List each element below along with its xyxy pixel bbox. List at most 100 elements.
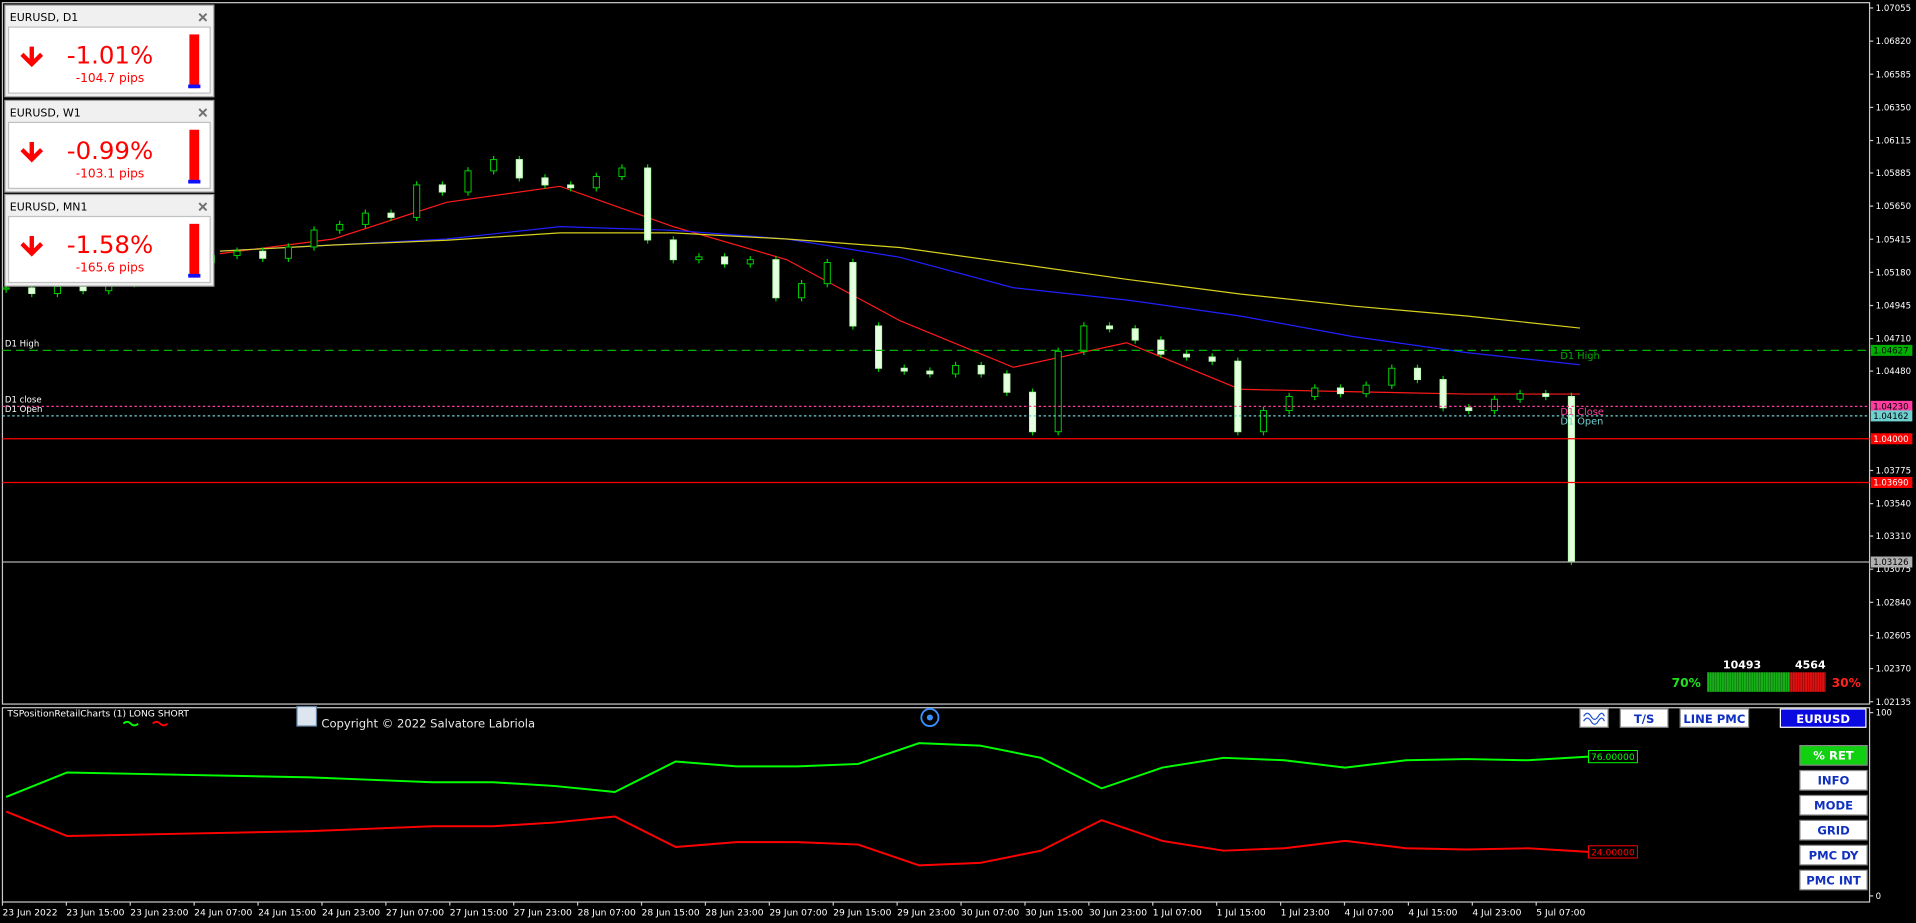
price-level-box [1870, 556, 1913, 568]
side-button[interactable] [1799, 819, 1868, 841]
top-button-label[interactable]: EURUSD [1796, 712, 1850, 726]
sentiment-long-count: 10493 [1723, 659, 1761, 672]
indicator-line [5, 742, 1589, 798]
time-label: 24 Jun 15:00 [258, 907, 316, 918]
candle-body [900, 367, 908, 372]
side-button[interactable] [1799, 769, 1868, 791]
price-tick-label: 1.03540 [1876, 500, 1911, 510]
time-label: 1 Jul 07:00 [1153, 907, 1202, 918]
side-button[interactable] [1799, 869, 1868, 891]
indicator-panel: 0 100 76.00000 24.00000 TSPositionRetailChar… [5, 705, 1892, 902]
candle-body [1054, 350, 1062, 433]
widget-body [7, 121, 211, 190]
candle-body [823, 262, 831, 285]
sentiment-long-bar [1707, 672, 1790, 692]
moving-average [219, 226, 1581, 366]
indicator-line [5, 810, 1589, 867]
candle-body [875, 325, 883, 369]
level-right-label: D1 Close [1560, 407, 1603, 418]
candle-body [361, 212, 369, 225]
top-button-label[interactable]: LINE PMC [1683, 712, 1745, 726]
price-tick-label: 1.02370 [1876, 665, 1911, 675]
price-level-label: 1.04162 [1873, 412, 1908, 422]
copyright-icon [296, 705, 318, 727]
side-button-label[interactable]: PMC DY [1809, 848, 1859, 862]
time-label: 4 Jul 07:00 [1344, 907, 1393, 918]
level-left-label: D1 High [5, 340, 39, 350]
candle-body [1131, 328, 1139, 341]
top-button[interactable] [1779, 708, 1867, 728]
side-button-label[interactable]: GRID [1817, 823, 1850, 837]
side-button-label[interactable]: % RET [1813, 749, 1853, 763]
top-button[interactable] [1679, 708, 1750, 728]
candle-body [387, 212, 395, 218]
candle-body [541, 177, 549, 186]
time-label: 30 Jun 23:00 [1089, 907, 1147, 918]
indicator-tick-label: 100 [1876, 709, 1892, 719]
price-tick-label: 1.03775 [1876, 467, 1911, 477]
candle-body [1362, 384, 1370, 395]
time-label: 28 Jun 23:00 [705, 907, 763, 918]
indicator-tick-label: 0 [1876, 892, 1881, 902]
widget-title: EURUSD, MN1 [10, 200, 88, 213]
time-label: 30 Jun 15:00 [1025, 907, 1083, 918]
side-button[interactable] [1799, 744, 1868, 766]
level-right-label: D1 High [1560, 351, 1599, 362]
candle-body [490, 159, 498, 172]
time-label: 23 Jun 23:00 [130, 907, 188, 918]
sentiment-short-pct: 30% [1832, 676, 1861, 690]
candle-body [849, 262, 857, 327]
top-button[interactable] [1619, 708, 1669, 728]
sentiment-short-bar [1789, 672, 1826, 692]
side-button-label[interactable]: MODE [1814, 799, 1853, 813]
widget-gauge [189, 34, 200, 89]
price-tick-label: 1.04480 [1876, 367, 1911, 377]
candle-body [28, 287, 36, 295]
price-tick-label: 1.05415 [1876, 235, 1911, 245]
price-tick-label: 1.06350 [1876, 103, 1911, 113]
side-button[interactable] [1799, 844, 1868, 866]
price-tick-label: 1.06585 [1876, 70, 1911, 80]
top-button-label[interactable]: T/S [1634, 712, 1655, 726]
widget-close[interactable] [198, 12, 208, 22]
widget-gauge [189, 223, 200, 278]
candle-body [284, 246, 292, 259]
candle-body [977, 364, 985, 375]
price-tick-label: 1.02605 [1876, 632, 1911, 642]
price-level-box [1870, 344, 1913, 356]
candle-body [336, 223, 344, 231]
side-button-label[interactable]: INFO [1818, 774, 1850, 788]
price-tick-label: 1.05885 [1876, 169, 1911, 179]
widget-gauge-base [188, 179, 201, 184]
time-label: 23 Jun 15:00 [66, 907, 124, 918]
candle-body [515, 159, 523, 179]
widget-title: EURUSD, D1 [10, 11, 79, 24]
side-button[interactable] [1799, 794, 1868, 816]
long-legend [122, 720, 139, 727]
time-label: 24 Jun 07:00 [194, 907, 252, 918]
time-label: 28 Jun 15:00 [642, 907, 700, 918]
time-label: 1 Jul 23:00 [1281, 907, 1330, 918]
price-tick-label: 1.04710 [1876, 335, 1911, 345]
widget-close[interactable] [198, 202, 208, 212]
candle-body [618, 167, 626, 177]
candle-body [592, 175, 600, 189]
candle-body [746, 259, 754, 265]
chart-mode-icon [1583, 712, 1605, 725]
price-tick-label: 1.02135 [1876, 698, 1911, 708]
widget-change: -0.99% [67, 136, 153, 165]
moving-average [219, 232, 1581, 329]
widget-close[interactable] [198, 108, 208, 117]
candle-body [259, 250, 267, 259]
candle-body [1028, 391, 1037, 433]
price-tick-label: 1.06820 [1876, 37, 1911, 47]
indicator-value-box [1588, 749, 1638, 764]
candle-body [695, 256, 703, 261]
time-label: 4 Jul 15:00 [1408, 907, 1457, 918]
candle-body [1157, 339, 1165, 355]
candle-body [1439, 379, 1447, 409]
candle-body [1336, 387, 1345, 395]
time-label: 5 Jul 07:00 [1536, 907, 1585, 918]
side-button-label[interactable]: PMC INT [1806, 873, 1861, 887]
widget-change: -1.01% [67, 41, 153, 70]
